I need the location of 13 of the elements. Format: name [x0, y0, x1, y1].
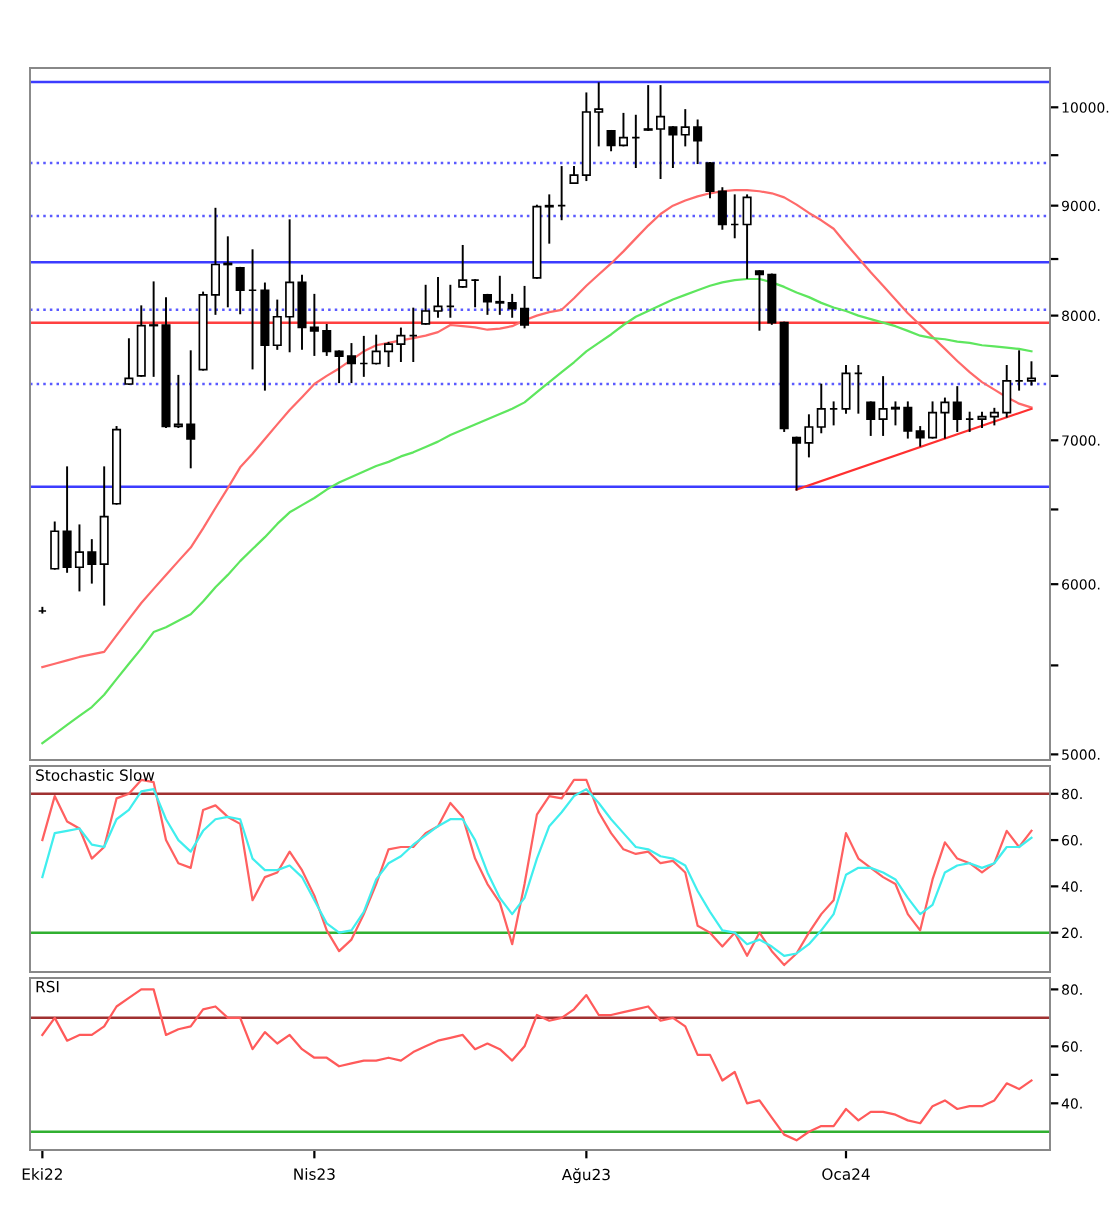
candlestick — [841, 364, 851, 414]
line-series — [41, 277, 1033, 745]
candlestick — [124, 338, 134, 385]
candlestick — [1026, 361, 1036, 386]
candlestick — [235, 266, 245, 315]
candlestick — [866, 401, 876, 436]
candlestick — [50, 521, 60, 570]
candlestick — [742, 194, 752, 279]
candlestick — [952, 386, 962, 432]
candlestick — [544, 194, 554, 244]
candlestick — [458, 244, 468, 288]
candlestick — [816, 383, 826, 434]
candlestick — [99, 466, 109, 606]
